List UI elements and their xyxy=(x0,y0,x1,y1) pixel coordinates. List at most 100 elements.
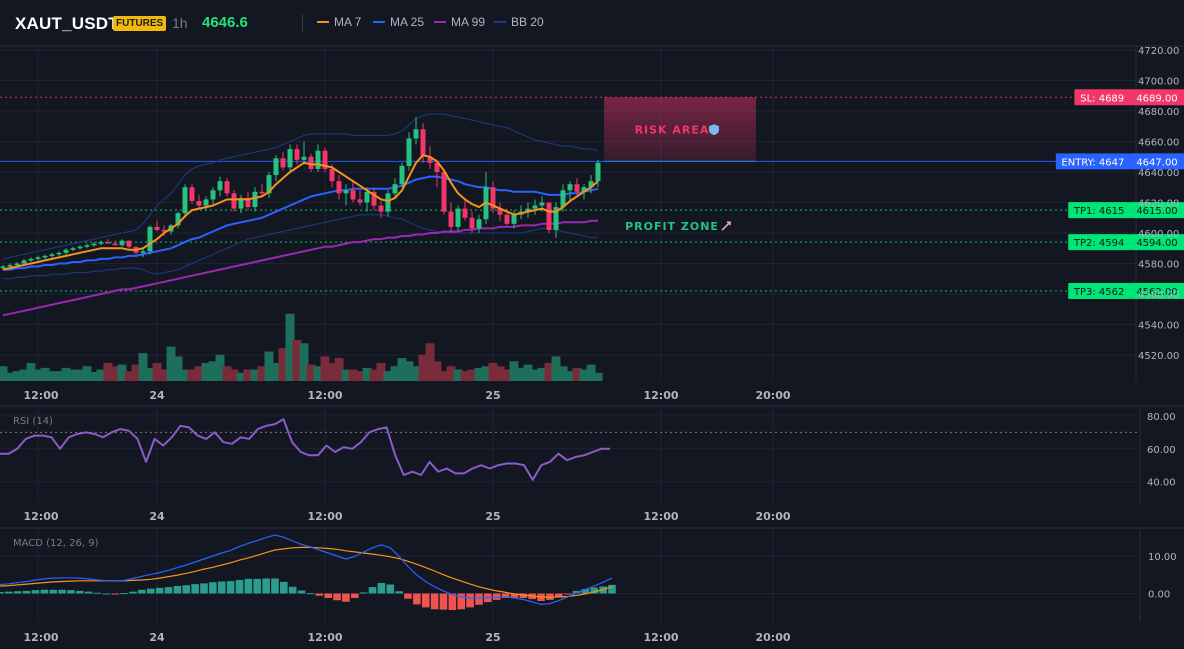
rsi-axis-label: 40.00 xyxy=(1147,478,1176,489)
chart-header: XAUT_USDT FUTURES 1h 4646.6 MA 7 MA 25 M… xyxy=(0,0,1184,46)
volume-bar xyxy=(208,361,218,381)
candle-body xyxy=(504,214,510,224)
time-axis-label: 25 xyxy=(485,510,500,523)
macd-histogram-bar xyxy=(359,592,368,594)
legend-bb20[interactable]: BB 20 xyxy=(494,15,544,29)
macd-histogram-bar xyxy=(448,593,457,610)
candle-body xyxy=(364,191,370,203)
candle-body xyxy=(420,129,426,157)
price-axis-label: 4540.00 xyxy=(1138,321,1179,332)
legend-ma99[interactable]: MA 99 xyxy=(434,15,485,29)
risk-zone xyxy=(604,97,756,162)
price-axis-label: 4640.00 xyxy=(1138,168,1179,179)
volume-bar xyxy=(152,362,162,381)
profit-zone-label: PROFIT ZONE xyxy=(625,220,719,233)
volume-bar xyxy=(579,369,589,381)
volume-bar xyxy=(334,358,344,381)
candle-body xyxy=(280,158,286,168)
volume-bar xyxy=(390,366,400,381)
candle-body xyxy=(175,213,181,226)
volume-bar xyxy=(537,367,547,381)
macd-histogram-bar xyxy=(84,591,93,594)
macd-histogram-bar xyxy=(217,581,226,594)
level-label-tp3: TP3: 4562 xyxy=(1073,287,1125,298)
price-tag-tp1 xyxy=(1130,202,1184,219)
price-tag-tp2 xyxy=(1130,234,1184,251)
volume-bar xyxy=(250,369,260,381)
volume-bar xyxy=(26,362,36,381)
volume-bar xyxy=(145,367,155,381)
macd-histogram-bar xyxy=(421,593,430,608)
candle-body xyxy=(308,156,314,169)
candle-body xyxy=(567,184,573,191)
legend-ma7[interactable]: MA 7 xyxy=(317,15,361,29)
price-axis-label: 4680.00 xyxy=(1138,107,1179,118)
volume-bar xyxy=(222,366,232,381)
legend-ma25[interactable]: MA 25 xyxy=(373,15,424,29)
macd-histogram-bar xyxy=(13,591,22,594)
legend-bb20-label: BB 20 xyxy=(511,15,544,29)
candle-body xyxy=(63,249,69,253)
time-axis-label: 12:00 xyxy=(643,510,678,523)
rsi-line xyxy=(0,418,610,481)
candle-body xyxy=(203,199,209,206)
macd-histogram-bar xyxy=(253,578,262,594)
time-axis-label: 20:00 xyxy=(755,510,790,523)
macd-histogram-bar xyxy=(5,591,13,594)
candle-body xyxy=(266,175,272,194)
level-tag-sl xyxy=(1074,89,1130,106)
symbol-title[interactable]: XAUT_USDT xyxy=(15,14,119,33)
candle-body xyxy=(378,205,384,212)
volume-bar xyxy=(383,371,393,381)
volume-bar xyxy=(530,369,540,381)
volume-bar xyxy=(110,366,120,381)
macd-histogram-bar xyxy=(368,587,377,594)
macd-histogram-bar xyxy=(324,593,332,598)
macd-histogram-bar xyxy=(315,593,324,596)
macd-histogram-bar xyxy=(413,593,421,605)
macd-histogram-bar xyxy=(590,587,599,594)
time-axis-label: 24 xyxy=(149,389,165,402)
volume-bar xyxy=(369,369,379,381)
last-price: 4646.6 xyxy=(202,14,248,31)
volume-bar xyxy=(40,367,50,381)
volume-bar xyxy=(82,366,92,381)
volume-bar xyxy=(558,366,568,381)
candle-body xyxy=(231,193,237,209)
volume-bar xyxy=(481,366,491,381)
volume-bar xyxy=(215,354,225,381)
candle-body xyxy=(455,208,461,227)
timeframe-label[interactable]: 1h xyxy=(172,15,188,31)
ma7-line xyxy=(2,154,599,271)
candle-body xyxy=(189,187,195,201)
volume-bar xyxy=(341,369,351,381)
volume-bar xyxy=(523,364,533,381)
candle-body xyxy=(70,248,76,250)
time-axis-label: 25 xyxy=(485,389,500,402)
volume-bar xyxy=(292,340,302,381)
macd-histogram-bar xyxy=(466,593,474,608)
ma7-swatch xyxy=(317,21,329,23)
macd-title: MACD (12, 26, 9) xyxy=(13,538,99,549)
volume-bar xyxy=(551,356,561,381)
volume-bar xyxy=(47,371,57,381)
price-axis-label: 4620.00 xyxy=(1138,199,1179,210)
volume-bar xyxy=(5,372,15,381)
macd-axis-label: 10.00 xyxy=(1148,552,1177,563)
macd-histogram-bar xyxy=(563,593,572,595)
candle-body xyxy=(399,165,405,185)
time-axis-label: 12:00 xyxy=(643,631,678,644)
volume-bar xyxy=(432,361,442,381)
legend-ma99-label: MA 99 xyxy=(451,15,486,29)
macd-histogram-bar xyxy=(608,584,616,594)
candle-body xyxy=(245,197,251,208)
candle-body xyxy=(287,149,293,168)
level-tag-tp2 xyxy=(1068,234,1130,251)
volume-bar xyxy=(397,358,407,381)
macd-histogram-bar xyxy=(546,593,554,600)
candle-body xyxy=(574,184,580,192)
candle-body xyxy=(294,149,300,160)
level-tag-entry xyxy=(1055,153,1130,170)
candle-body xyxy=(112,243,118,246)
